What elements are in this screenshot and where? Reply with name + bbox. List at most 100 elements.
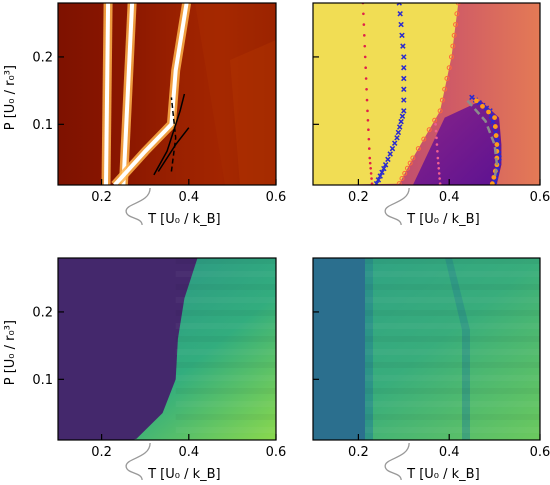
x-marker — [399, 113, 406, 119]
heatmap-band — [365, 323, 540, 329]
panel-bottom-right — [312, 257, 541, 441]
panel-bottom-left — [57, 257, 277, 441]
circle-marker — [455, 3, 461, 6]
x-tick-label: 0.4 — [439, 190, 460, 205]
star-marker — [491, 174, 497, 180]
heatmap-region — [445, 258, 470, 440]
x-marker — [401, 54, 407, 60]
dot-marker — [435, 143, 439, 146]
heatmap-band — [176, 388, 276, 394]
y-tick-label: 0.1 — [32, 373, 53, 388]
circle-marker — [454, 11, 460, 17]
x-marker — [401, 108, 407, 114]
heatmap-band — [365, 388, 540, 394]
x-marker — [391, 140, 398, 146]
x-marker — [377, 173, 383, 179]
x-marker — [381, 165, 387, 172]
x-axis-label: T [U₀ / k_B] — [147, 467, 221, 482]
circle-marker — [446, 65, 452, 71]
x-marker — [396, 124, 403, 130]
dot-marker — [364, 77, 368, 80]
x-tick-label: 0.6 — [530, 445, 550, 460]
heatmap-band — [365, 414, 540, 420]
x-tick-label: 0.2 — [348, 190, 369, 205]
star-marker — [480, 103, 485, 109]
circle-marker — [410, 155, 416, 161]
heatmap-band — [365, 297, 540, 303]
circle-marker — [402, 170, 408, 176]
boundary-line — [121, 3, 135, 185]
star-marker — [494, 142, 500, 147]
heatmap-band — [365, 349, 540, 355]
heatmap-band — [365, 362, 540, 368]
x-marker — [401, 97, 407, 103]
heatmap-region — [365, 258, 373, 440]
x-marker — [387, 151, 393, 157]
heatmap-band — [176, 258, 276, 264]
dot-marker — [438, 182, 442, 185]
dot-marker — [365, 98, 369, 102]
x-marker — [394, 135, 400, 141]
dot-marker — [434, 123, 437, 126]
dot-marker — [367, 147, 371, 150]
star-marker — [474, 98, 479, 104]
heatmap-band — [176, 362, 276, 368]
panel-top-right — [312, 2, 541, 186]
heatmap-band — [176, 297, 276, 303]
x-marker — [399, 32, 405, 39]
dot-marker — [365, 87, 368, 91]
star-marker — [489, 181, 495, 185]
bright-boundaries — [101, 3, 192, 185]
dot-marker — [363, 44, 367, 48]
x-tick-label: 0.4 — [439, 445, 460, 460]
heatmap-band — [365, 401, 540, 407]
x-marker — [401, 86, 407, 93]
heatmap-band — [176, 427, 276, 433]
x-marker — [385, 156, 391, 163]
circle-marker — [448, 54, 454, 60]
x-marker — [395, 129, 402, 136]
y-tick-label: 0.2 — [32, 50, 53, 65]
dot-marker — [438, 177, 441, 180]
x-tick-label: 0.4 — [178, 445, 199, 460]
heatmap-band — [365, 375, 540, 381]
heatmap-band — [365, 310, 540, 316]
axes-frame — [312, 2, 541, 186]
star-marker — [492, 124, 498, 129]
x-tick-label: 0.2 — [348, 445, 369, 460]
dot-marker — [362, 12, 365, 16]
heatmap-band — [365, 258, 540, 264]
circle-marker — [415, 146, 421, 152]
dot-marker — [368, 161, 372, 165]
y-axis-label: P [U₀ / r₀³] — [3, 320, 18, 385]
x-axis-label: T [U₀ / k_B] — [406, 467, 480, 482]
dot-marker — [363, 55, 367, 59]
x-marker — [401, 75, 407, 82]
dot-marker — [363, 34, 366, 37]
axis-label-connector — [125, 187, 151, 226]
x-tick-label: 0.6 — [266, 445, 287, 460]
dot-marker — [367, 137, 371, 141]
dot-marker — [370, 177, 373, 180]
circle-marker — [404, 165, 410, 171]
circle-marker — [437, 108, 443, 114]
axes-frame — [57, 2, 277, 186]
axis-label-connector — [384, 442, 410, 481]
heatmap-region — [58, 258, 198, 440]
x-tick-label: 0.2 — [91, 190, 112, 205]
x-marker — [401, 64, 407, 71]
dashed-curve — [466, 99, 499, 179]
dot-marker — [436, 156, 440, 160]
y-tick-label: 0.2 — [32, 305, 53, 320]
dot-marker — [437, 172, 441, 175]
heatmap-band — [176, 271, 276, 277]
star-marker — [492, 115, 497, 120]
axes-frame — [312, 257, 541, 441]
axis-label-connector — [384, 187, 410, 226]
heatmap-band — [176, 336, 276, 342]
heatmap-band — [176, 323, 276, 329]
star-marker — [493, 133, 499, 138]
x-marker — [379, 169, 385, 176]
dot-marker — [362, 23, 366, 26]
